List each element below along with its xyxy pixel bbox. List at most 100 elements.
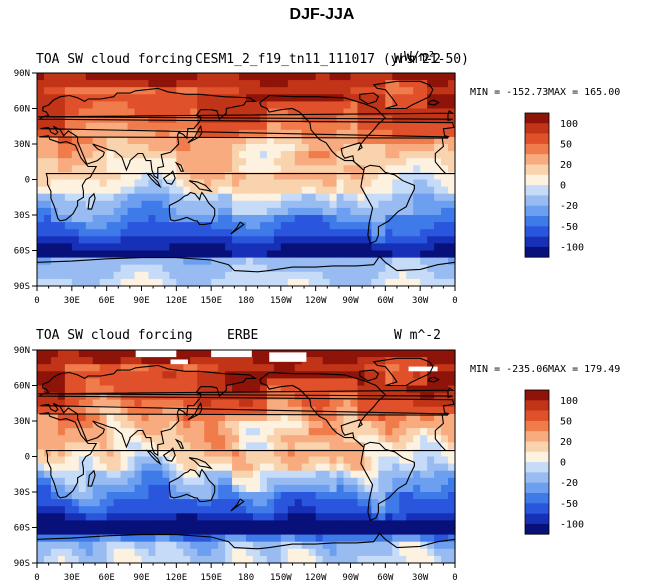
map-cell (378, 548, 386, 557)
map-cell (434, 250, 442, 259)
map-cell (448, 136, 456, 145)
map-cell (183, 122, 191, 131)
map-cell (329, 406, 338, 415)
map-cell (64, 413, 73, 422)
map-cell (392, 520, 400, 529)
map-cell (141, 364, 150, 372)
map-cell (197, 484, 205, 493)
map-cell (64, 172, 73, 181)
map-cell (239, 200, 247, 209)
map-cell (92, 399, 101, 408)
map-cell (378, 513, 386, 521)
map-cell (232, 371, 240, 379)
map-cell (225, 257, 233, 266)
map-cell (141, 243, 150, 252)
y-tick-label: 90S (14, 559, 30, 569)
map-cell (120, 357, 129, 365)
map-cell (50, 470, 59, 479)
map-cell (239, 151, 247, 159)
map-cell (106, 520, 115, 529)
map-cell (322, 129, 331, 138)
map-cell (127, 520, 136, 529)
map-cell (420, 442, 428, 450)
map-cell (134, 371, 143, 379)
map-cell (141, 506, 150, 514)
map-cell (141, 257, 150, 266)
map-cell (434, 499, 442, 507)
map-cell (252, 165, 261, 173)
map-cell (71, 506, 80, 514)
map-cell (134, 158, 143, 166)
map-cell (385, 442, 393, 450)
map-cell (232, 499, 240, 507)
map-cell (162, 94, 170, 102)
map-cell (127, 463, 136, 472)
map-cell (176, 492, 184, 500)
map-cell (176, 243, 184, 252)
map-cell (413, 243, 421, 252)
map-cell (259, 350, 268, 358)
map-cell (399, 229, 407, 237)
map-cell (448, 449, 456, 458)
map-cell (315, 186, 324, 195)
map-cell (350, 278, 359, 287)
map-cell (204, 200, 212, 209)
map-cell (127, 122, 136, 131)
map-cell (364, 406, 372, 415)
map-cell (308, 435, 317, 443)
map-cell (127, 421, 136, 429)
map-cell (427, 541, 435, 550)
map-cell (441, 271, 449, 280)
map-cell (155, 172, 163, 181)
map-cell (50, 520, 59, 529)
map-cell (287, 179, 296, 188)
map-cell (148, 264, 157, 273)
map-cell (336, 278, 345, 287)
map-cell (211, 115, 219, 124)
map-cell (287, 94, 296, 102)
map-cell (280, 101, 289, 110)
map-cell (385, 357, 393, 365)
x-tick-label: 90W (342, 296, 359, 306)
map-cell (378, 421, 386, 429)
map-cell (134, 406, 143, 415)
map-cell (120, 108, 129, 117)
map-cell (232, 229, 240, 237)
map-cell (301, 364, 310, 372)
map-cell (155, 229, 163, 237)
map-cell (336, 264, 345, 273)
map-cell (448, 364, 456, 372)
map-cell (176, 101, 184, 110)
map-cell (113, 73, 122, 81)
map-cell (148, 193, 157, 202)
map-cell (399, 520, 407, 529)
map-cell (232, 193, 240, 202)
map-cell (50, 484, 59, 493)
map-cell (420, 101, 428, 110)
map-cell (71, 186, 80, 195)
map-cell (427, 243, 435, 252)
map-cell (329, 385, 338, 394)
map-cell (441, 94, 449, 102)
map-cell (336, 172, 345, 181)
map-cell (99, 129, 108, 138)
map-cell (308, 385, 317, 394)
map-cell (211, 527, 219, 536)
panel-2-axes: 0 30E 60E 90E 120E 150E 180 150W 120W 90W 60W 30W 09… (14, 346, 458, 583)
map-cell (434, 179, 442, 188)
map-cell (99, 541, 108, 550)
map-cell (252, 399, 261, 408)
map-cell (357, 371, 366, 379)
map-cell (71, 364, 80, 372)
map-cell (350, 413, 359, 422)
map-cell (252, 463, 261, 472)
map-cell (190, 541, 198, 550)
map-cell (183, 378, 191, 387)
map-cell (406, 80, 414, 88)
map-cell (399, 264, 407, 273)
map-cell (280, 144, 289, 152)
map-cell (225, 364, 233, 372)
map-cell (350, 470, 359, 479)
map-cell (246, 513, 254, 521)
